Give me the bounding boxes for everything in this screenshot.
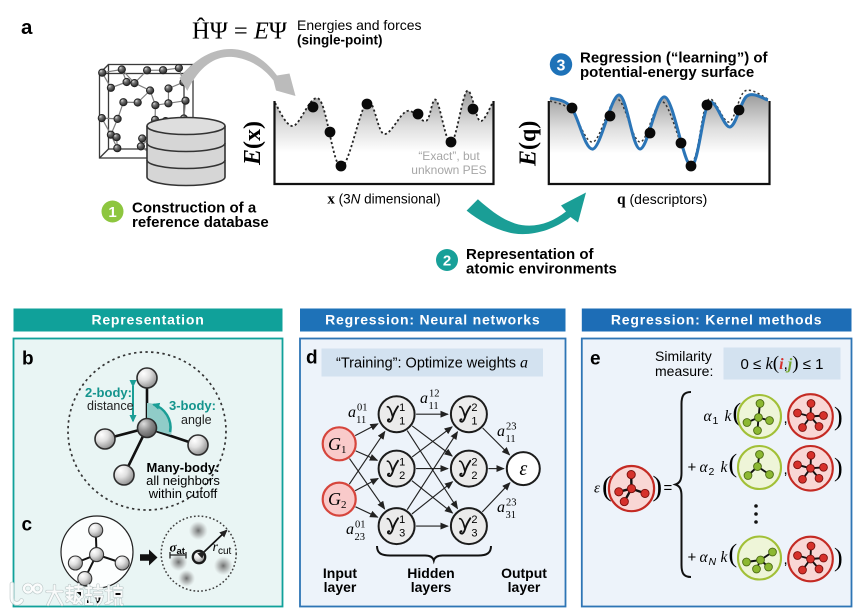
svg-text:1: 1 (471, 416, 477, 428)
svg-text:2: 2 (471, 457, 477, 469)
svg-text:2-body:: 2-body: (85, 385, 132, 400)
svg-text:angle: angle (181, 413, 212, 427)
svg-text:Regression: Kernel methods: Regression: Kernel methods (611, 312, 822, 328)
svg-text:3: 3 (557, 58, 566, 75)
svg-text:a: a (21, 16, 33, 39)
svg-text:): ) (834, 453, 843, 482)
svg-text:layers: layers (411, 579, 452, 595)
svg-text:layer: layer (324, 579, 357, 595)
svg-text:potential-energy surface: potential-energy surface (580, 64, 754, 81)
svg-text:1: 1 (399, 514, 405, 526)
svg-text:ε: ε (519, 458, 527, 480)
svg-text:2: 2 (471, 470, 477, 482)
svg-text:c: c (22, 515, 33, 536)
svg-text:Energies and forces: Energies and forces (297, 17, 422, 33)
svg-text:+αNk(: + αN k( (688, 539, 738, 568)
svg-text:e: e (590, 349, 601, 370)
svg-text:d: d (306, 348, 318, 369)
svg-text:Representation of: Representation of (466, 246, 595, 263)
svg-text:Representation: Representation (91, 312, 204, 328)
svg-text:2: 2 (399, 470, 405, 482)
svg-text:measure:: measure: (655, 363, 713, 379)
svg-text:3: 3 (471, 528, 477, 540)
svg-text:layer: layer (508, 579, 541, 595)
svg-text:distance: distance (87, 399, 134, 413)
svg-text:E(q): E(q) (516, 121, 542, 167)
svg-text:=: = (664, 480, 673, 497)
svg-text:“Exact”, but: “Exact”, but (418, 149, 480, 163)
svg-text:ε: ε (594, 481, 600, 497)
svg-text:Similarity: Similarity (655, 348, 712, 364)
svg-text:E(x): E(x) (240, 121, 266, 166)
svg-text:Input: Input (323, 565, 358, 581)
svg-text:Regression (“learning”) of: Regression (“learning”) of (580, 50, 769, 67)
svg-text:1: 1 (399, 402, 405, 414)
svg-text:(: ( (602, 471, 612, 503)
svg-text:1: 1 (399, 416, 405, 428)
svg-text:Many-body:: Many-body: (147, 460, 220, 475)
svg-text:+α2k(: + α2 k( (688, 449, 738, 478)
svg-text:1: 1 (399, 457, 405, 469)
svg-text:3-body:: 3-body: (169, 398, 216, 413)
svg-text:Regression: Neural networks: Regression: Neural networks (325, 312, 540, 328)
svg-text:3: 3 (399, 528, 405, 540)
svg-text:Output: Output (501, 565, 547, 581)
svg-text:,: , (784, 461, 788, 478)
svg-text:Construction of a: Construction of a (132, 200, 257, 217)
svg-text:2: 2 (471, 514, 477, 526)
svg-text:,: , (784, 410, 788, 427)
svg-text:2: 2 (443, 253, 451, 270)
svg-text:Hidden: Hidden (407, 565, 454, 581)
svg-text:): ) (834, 543, 843, 572)
svg-text:): ) (834, 402, 843, 431)
svg-text:ĤΨ = EΨ: ĤΨ = EΨ (192, 17, 288, 45)
svg-text:all neighbors: all neighbors (146, 473, 220, 488)
svg-text:(single-point): (single-point) (297, 33, 382, 48)
svg-text:0 ≤ k(i,j) ≤ 1: 0 ≤ k(i,j) ≤ 1 (741, 353, 824, 374)
svg-text:,: , (784, 551, 788, 568)
svg-text:atomic environments: atomic environments (466, 261, 617, 278)
svg-text:“Training”: Optimize weights a: “Training”: Optimize weights a (336, 355, 528, 372)
svg-text:1: 1 (108, 204, 116, 221)
svg-text:within cutoff: within cutoff (148, 486, 218, 501)
svg-text:unknown PES: unknown PES (411, 163, 486, 177)
svg-text:reference database: reference database (132, 214, 269, 231)
svg-text:α1k(: α1 k( (704, 398, 742, 427)
svg-text:): ) (653, 471, 663, 503)
svg-text:q (descriptors): q (descriptors) (617, 191, 707, 208)
svg-text:b: b (22, 349, 34, 370)
svg-text:x (3N dimensional): x (3N dimensional) (327, 192, 440, 208)
svg-text:2: 2 (471, 402, 477, 414)
